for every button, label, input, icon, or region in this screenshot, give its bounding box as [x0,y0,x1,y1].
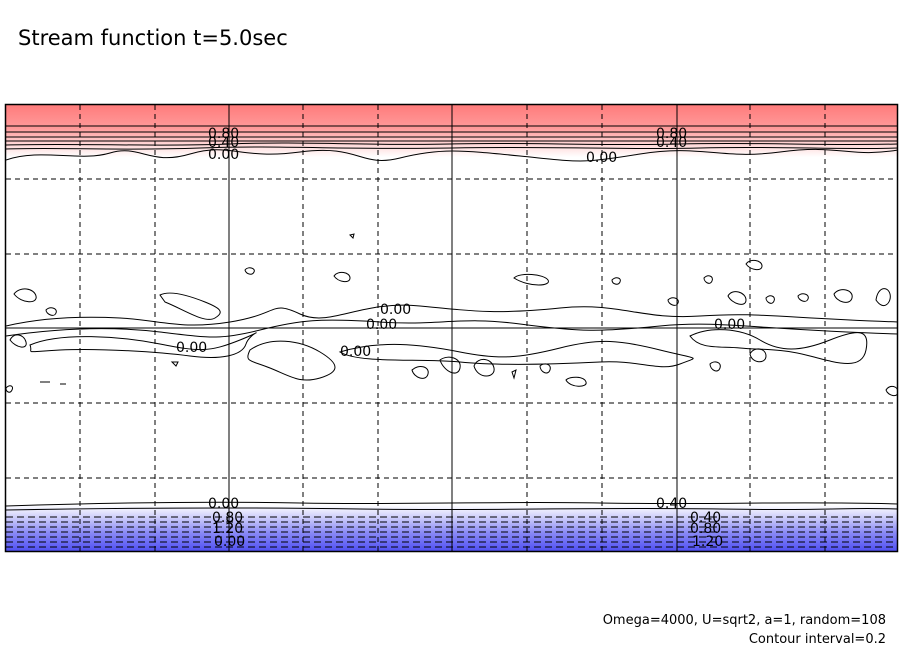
contour-label: 0.80 [208,126,239,142]
contour-label: 0.80 [690,521,721,537]
chart-title: Stream function t=5.0sec [18,26,288,50]
contour-label: 0.00 [714,317,745,333]
contour-label: 0.00 [586,150,617,166]
contour-label: 1.20 [212,521,243,537]
contour-label: 0.80 [656,126,687,142]
contour-label: 0.40 [656,496,687,512]
contour-label: 0.40 [208,135,239,151]
zero-contours [6,233,898,397]
contour-interval-note: Contour interval=0.2 [748,632,886,647]
contour-labels: 0.800.400.00 0.000.000.000.000.800.400.00… [176,126,745,550]
top-contours [6,125,898,162]
contour-label: 0.00 [208,147,239,163]
contour-label: 0.40 [656,135,687,151]
contour-label: 0.40 [690,510,721,526]
plot-frame [4,103,899,553]
contour-label: 0.00 [380,302,411,318]
contour-label: 0.00 [208,496,239,512]
contour-label: 0.00 [340,344,371,360]
bottom-contours [6,501,898,548]
contour-label: 1.20 [692,534,723,550]
parameters-note: Omega=4000, U=sqrt2, a=1, random=108 [602,613,886,628]
contour-label: 0.00 [176,340,207,356]
grid-lines [6,105,898,551]
contour-label: 0.00 [214,534,245,550]
contour-label: 0.80 [212,510,243,526]
contour-label: 0.00 [366,317,397,333]
